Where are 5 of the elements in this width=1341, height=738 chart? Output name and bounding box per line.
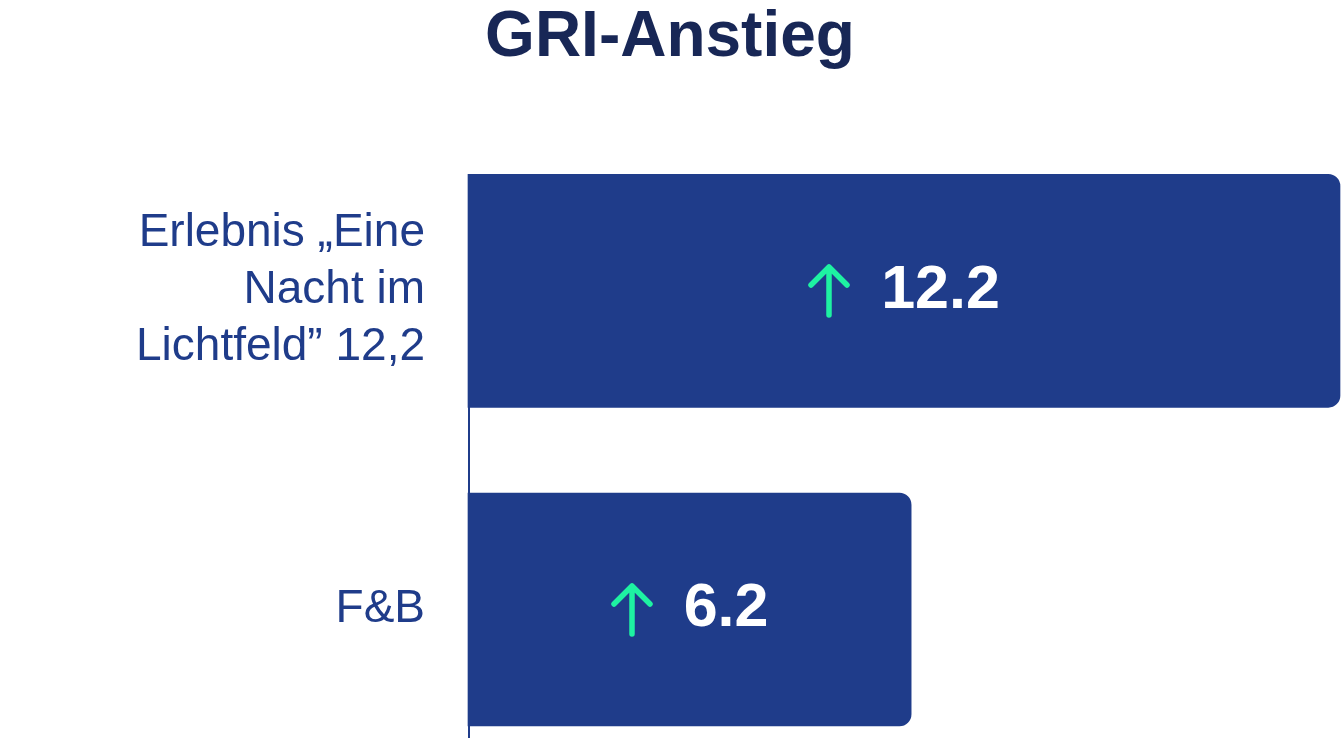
y-tick-label: F&B <box>335 580 425 633</box>
y-tick-label: Erlebnis „Eine Nacht im Lichtfeld” 12,2 <box>136 204 425 371</box>
chart-title: GRI-Anstieg <box>485 0 855 71</box>
data-label: 6.2 <box>683 571 769 640</box>
data-label: 12.2 <box>881 252 1000 321</box>
